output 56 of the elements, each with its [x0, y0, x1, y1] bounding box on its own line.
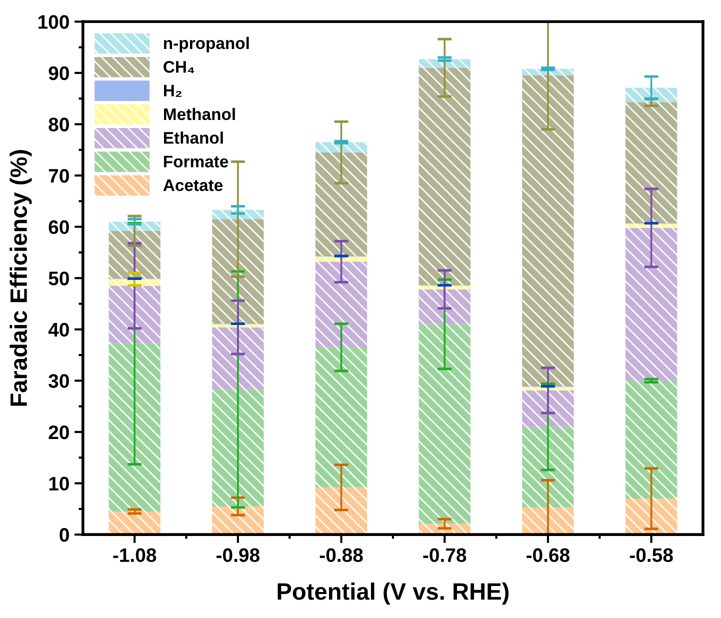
y-tick-label: 0: [60, 528, 69, 542]
bar: [625, 224, 678, 228]
bar: [108, 511, 160, 535]
bar: [315, 487, 368, 535]
bar: [315, 142, 368, 152]
x-tick-label: -1.08: [113, 548, 156, 562]
bar: [108, 230, 160, 279]
bar: [522, 75, 574, 386]
bar: [212, 324, 264, 328]
bar: [625, 498, 678, 535]
legend-label: Formate: [164, 156, 228, 168]
y-tick-label: 70: [48, 168, 69, 183]
bar: [625, 380, 678, 499]
x-tick-label: -0.88: [320, 548, 363, 562]
bar: [212, 506, 264, 535]
legend-label: Ethanol: [164, 132, 223, 144]
bar: [625, 102, 678, 224]
bar: [625, 88, 678, 102]
bar: [315, 262, 368, 348]
bar: [212, 219, 264, 324]
bar: [418, 286, 470, 290]
bar: [212, 327, 264, 390]
bar: [315, 347, 368, 488]
legend-label: Methanol: [164, 108, 235, 120]
legend-label: Acetate: [163, 179, 223, 192]
x-tick-label: -0.58: [630, 548, 673, 562]
y-tick-label: 80: [48, 118, 69, 132]
y-tick-label: 50: [48, 272, 69, 286]
bar: [418, 68, 470, 286]
bar: [522, 386, 574, 390]
y-tick-label: 30: [48, 374, 69, 388]
y-axis-title: Faradaic Efficiency (%): [10, 150, 32, 406]
bar: [315, 152, 368, 256]
y-tick-label: 90: [48, 66, 69, 80]
bar: [315, 256, 368, 262]
y-tick-label: 60: [48, 220, 69, 234]
y-tick-label: 20: [48, 425, 69, 440]
bar: [625, 228, 678, 381]
bar: [522, 507, 574, 535]
y-tick-label: 10: [49, 476, 69, 491]
x-tick-label: -0.78: [423, 548, 466, 562]
x-tick-label: -0.98: [216, 548, 260, 562]
bar: [418, 289, 470, 324]
x-axis-title: Potential (V vs. RHE): [278, 582, 509, 605]
bar: [522, 426, 574, 508]
bar: [522, 390, 574, 427]
bar: [212, 389, 264, 506]
legend-label: H₂: [164, 84, 182, 97]
x-tick-label: -0.68: [526, 548, 570, 562]
legend-label: n-propanol: [164, 36, 249, 52]
bar: [108, 286, 160, 344]
bar: [108, 344, 160, 512]
bar: [418, 324, 470, 524]
y-tick-label: 40: [48, 322, 69, 337]
legend-label: CH₄: [164, 60, 194, 74]
y-tick-label: 100: [38, 15, 69, 29]
